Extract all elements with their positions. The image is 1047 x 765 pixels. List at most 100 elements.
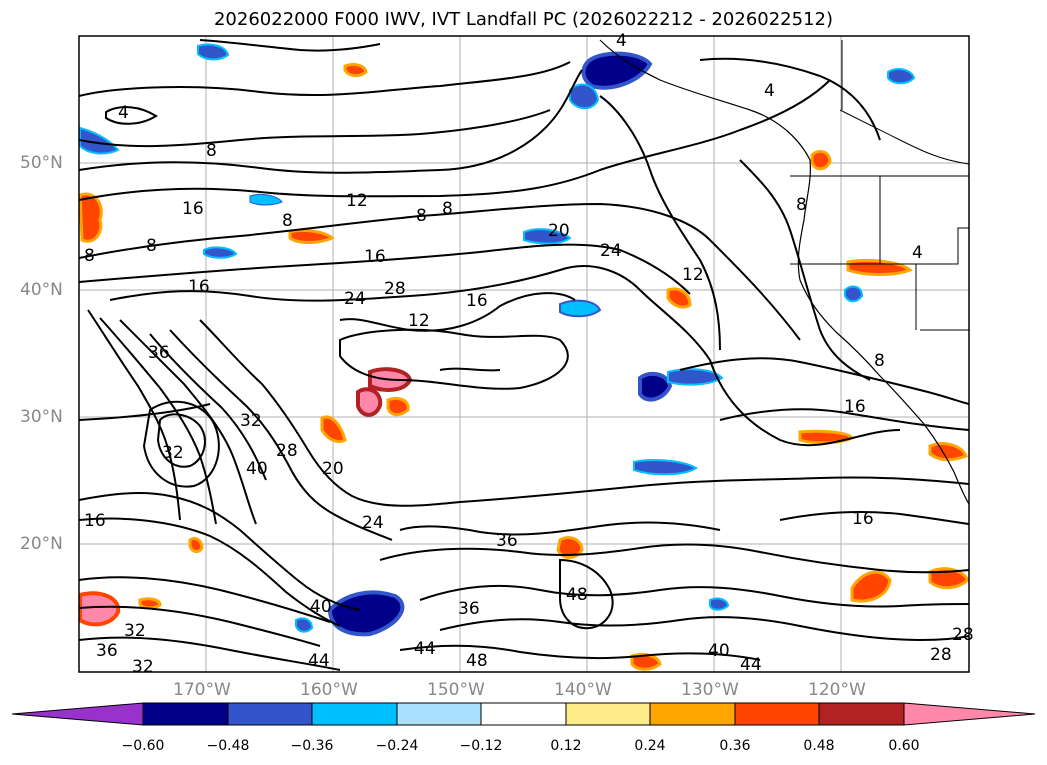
- contour-label: 8: [874, 351, 885, 371]
- contour-label: 32: [124, 621, 146, 641]
- patch-coast-navy: [581, 51, 653, 90]
- patch-ne-orange: [810, 150, 832, 171]
- pc-positive-patches: [79, 62, 969, 671]
- colorbar-extend-low: [11, 702, 144, 726]
- contour-label: 4: [118, 103, 129, 123]
- patch-mid-blue-1: [523, 228, 572, 245]
- colorbar-swatch: [480, 702, 567, 726]
- contour-label: 8: [416, 206, 427, 226]
- lat-label-50n: 50°N: [20, 153, 63, 173]
- patch-mid-blue-3: [559, 299, 602, 318]
- patch-lb-light: [249, 193, 283, 206]
- contour-label: 48: [566, 585, 588, 605]
- contour-label: 8: [796, 195, 807, 215]
- patch-bottom-red: [630, 652, 662, 671]
- colorbar-swatch: [311, 702, 398, 726]
- patch-ne-blue: [844, 285, 864, 303]
- contour-label: 28: [952, 625, 974, 645]
- contour-label: 44: [740, 655, 762, 675]
- contour-label: 16: [188, 277, 210, 297]
- plot-frame: [78, 35, 970, 673]
- contour-label: 40: [708, 641, 730, 661]
- patch-center-pink-2: [356, 387, 383, 417]
- patch-west-blue2: [203, 246, 238, 259]
- patch-ne-red-2: [798, 429, 855, 445]
- lon-label-160w: 160°W: [300, 680, 358, 700]
- contour-label: 36: [458, 599, 480, 619]
- patch-south-navy: [327, 590, 405, 637]
- contour-label: 20: [322, 459, 344, 479]
- patch-coast-blue: [569, 83, 600, 110]
- patch-sw-red: [188, 536, 204, 554]
- colorbar-swatch: [649, 702, 736, 726]
- map-title: 2026022000 F000 IWV, IVT Landfall PC (20…: [213, 9, 834, 30]
- patch-center-red: [386, 396, 410, 417]
- contour-label: 16: [84, 511, 106, 531]
- contour-label: 24: [362, 513, 384, 533]
- colorbar-swatch: [396, 702, 482, 726]
- lon-label-150w: 150°W: [427, 680, 485, 700]
- lat-label-40n: 40°N: [20, 280, 63, 300]
- contour-label: 4: [616, 31, 627, 51]
- contour-label: 24: [344, 289, 366, 309]
- colorbar-tick-label: −0.60: [121, 738, 165, 754]
- patch-west-navy: [79, 126, 120, 155]
- patch-mid-blue-2: [633, 459, 698, 476]
- lon-label-130w: 130°W: [681, 680, 739, 700]
- contour-label: 12: [682, 265, 704, 285]
- colorbar-tick-label: −0.36: [290, 738, 334, 754]
- colorbar: [11, 702, 1036, 726]
- contour-label: 16: [844, 397, 866, 417]
- colorbar-tick-label: −0.24: [375, 738, 419, 754]
- patch-far-ne-blue: [887, 68, 916, 85]
- contour-label: 8: [206, 141, 217, 161]
- contour-label-group: 4 8 12 16 8 8 8 8 8 20 24 16 12 16 24 28…: [84, 31, 974, 677]
- contour-label: 28: [930, 645, 952, 665]
- coastlines: [599, 39, 969, 505]
- contour-label: 8: [282, 211, 293, 231]
- contour-label: 44: [308, 651, 330, 671]
- contour-label: 36: [496, 531, 518, 551]
- lon-label-120w: 120°W: [808, 680, 866, 700]
- colorbar-tick-label: 0.12: [550, 738, 582, 754]
- graticule: [79, 36, 969, 672]
- contour-label: 40: [246, 459, 268, 479]
- patch-north-navy: [197, 43, 230, 61]
- contour-label: 8: [84, 246, 95, 266]
- colorbar-swatch: [227, 702, 313, 726]
- patch-west-small: [138, 597, 162, 610]
- patch-mid-orange-1: [666, 287, 692, 309]
- contour-label: 16: [852, 509, 874, 529]
- colorbar-swatch: [142, 702, 229, 726]
- colorbar-swatch: [565, 702, 651, 726]
- contour-label: 16: [466, 291, 488, 311]
- contour-label: 16: [364, 247, 386, 267]
- patch-se-red-1: [850, 570, 892, 603]
- patch-se-red-2: [928, 567, 969, 590]
- colorbar-tick-label: −0.12: [459, 738, 503, 754]
- patch-north-orange: [343, 62, 368, 78]
- colorbar-tick-label: 0.48: [803, 738, 835, 754]
- contour-label: 32: [132, 657, 154, 677]
- contour-label: 4: [764, 81, 775, 101]
- colorbar-swatch: [818, 702, 905, 726]
- contour-label: 24: [600, 241, 622, 261]
- colorbar-tick-label: 0.24: [634, 738, 666, 754]
- lon-label-170w: 170°W: [173, 680, 231, 700]
- patch-ne-red-1: [846, 258, 913, 276]
- contour-label: 20: [548, 221, 570, 241]
- contour-label: 8: [442, 199, 453, 219]
- contour-label: 4: [912, 243, 923, 263]
- contour-label: 32: [162, 443, 184, 463]
- lon-label-140w: 140°W: [554, 680, 612, 700]
- patch-lat30-orange: [320, 415, 347, 444]
- contour-label: 48: [466, 651, 488, 671]
- patch-west-orange: [79, 192, 103, 243]
- contour-label: 16: [182, 199, 204, 219]
- contour-label: 36: [96, 641, 118, 661]
- contour-label: 12: [408, 311, 430, 331]
- contour-label: 44: [414, 639, 436, 659]
- colorbar-tick-label: 0.36: [719, 738, 751, 754]
- colorbar-extend-high: [903, 702, 1036, 726]
